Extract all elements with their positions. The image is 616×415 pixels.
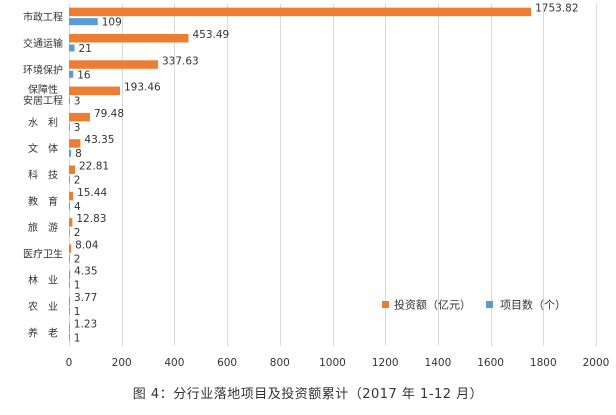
- data-label-project-count: 16: [77, 69, 91, 81]
- x-tick-label: 1800: [530, 357, 557, 369]
- bar-project-count: [69, 254, 70, 262]
- bar-project-count: [69, 228, 70, 236]
- category-label: 保障性: [28, 83, 58, 96]
- data-label-project-count: 1: [74, 332, 81, 344]
- bar-project-count: [69, 97, 70, 105]
- legend-swatch-investment: [382, 301, 389, 308]
- x-tick-label: 600: [217, 357, 237, 369]
- bar-investment: [69, 60, 158, 69]
- bar-project-count: [69, 44, 75, 52]
- bar-project-count: [69, 202, 71, 210]
- category-label: 教 育: [28, 195, 58, 208]
- bar-investment: [69, 218, 73, 227]
- data-label-investment: 193.46: [124, 82, 161, 94]
- bar-investment: [69, 7, 532, 17]
- category-label: 交通运输: [23, 37, 63, 50]
- bar-project-count: [69, 18, 98, 26]
- x-tick-label: 2000: [583, 357, 610, 369]
- bar-investment: [69, 191, 74, 201]
- bar-investment: [69, 86, 120, 96]
- bar-project-count: [69, 123, 70, 131]
- bar-project-count: [69, 307, 70, 315]
- x-tick-label: 1600: [477, 357, 504, 369]
- bar-investment: [69, 323, 70, 332]
- category-label: 科 技: [28, 169, 58, 182]
- bar-project-count: [69, 281, 70, 289]
- x-tick-label: 1200: [372, 357, 399, 369]
- data-label-project-count: 2: [74, 175, 81, 187]
- data-label-investment: 453.49: [192, 29, 229, 41]
- category-label: 农 业: [28, 300, 58, 313]
- data-label-investment: 8.04: [75, 239, 99, 251]
- bar-project-count: [69, 176, 70, 183]
- data-label-investment: 1.23: [74, 318, 97, 330]
- bars: [69, 7, 532, 341]
- data-label-project-count: 8: [75, 148, 82, 160]
- category-label: 水 利: [28, 117, 58, 129]
- x-tick-label: 1000: [319, 357, 346, 369]
- data-label-project-count: 109: [102, 17, 122, 29]
- data-label-project-count: 1: [74, 306, 81, 318]
- category-label: 环境保护: [23, 63, 63, 76]
- data-label-investment: 1753.82: [535, 3, 578, 15]
- data-label-project-count: 4: [74, 201, 81, 213]
- bar-investment: [69, 244, 72, 253]
- legend-label-investment: 投资额（亿元）: [394, 298, 471, 312]
- legend-label-project-count: 项目数（个）: [500, 299, 566, 312]
- data-label-investment: 43.35: [84, 134, 114, 146]
- category-label: 林 业: [28, 274, 58, 287]
- legend-swatch-project-count: [486, 301, 493, 308]
- data-label-project-count: 2: [74, 253, 81, 265]
- data-label-investment: 4.35: [74, 266, 97, 278]
- data-label-project-count: 3: [74, 122, 81, 134]
- bar-investment: [69, 165, 76, 174]
- x-tick-label: 1400: [425, 357, 452, 369]
- data-label-project-count: 2: [74, 227, 81, 239]
- bar-project-count: [69, 70, 74, 78]
- bar-investment: [69, 112, 90, 122]
- data-label-investment: 3.77: [74, 292, 97, 304]
- category-label: 养 老: [28, 326, 58, 339]
- category-label: 旅 游: [28, 221, 58, 234]
- gridlines: [69, 4, 597, 346]
- data-label-investment: 79.48: [94, 108, 124, 120]
- data-label-investment: 15.44: [77, 187, 107, 199]
- bar-investment: [69, 270, 71, 280]
- category-label: 文 体: [28, 142, 58, 155]
- x-tick-label: 0: [66, 357, 73, 369]
- data-label-project-count: 3: [74, 96, 81, 108]
- data-label-project-count: 1: [74, 280, 81, 292]
- data-label-investment: 337.63: [162, 55, 199, 67]
- category-label: 市政工程: [23, 11, 63, 24]
- x-tick-label: 800: [270, 357, 290, 369]
- data-label-project-count: 21: [79, 43, 92, 55]
- bar-project-count: [69, 333, 70, 341]
- data-labels: 1753.82109453.4921337.6316193.46379.4834…: [74, 3, 579, 345]
- legend: 投资额（亿元） 项目数（个）: [382, 298, 566, 312]
- bar-project-count: [69, 149, 72, 157]
- bar-investment: [69, 297, 70, 306]
- category-label: 医疗卫生: [23, 247, 63, 260]
- bar-investment: [69, 139, 81, 148]
- data-label-investment: 12.83: [76, 213, 106, 225]
- chart-caption: 图 4：分行业落地项目及投资额累计（2017 年 1-12 月）: [133, 386, 483, 402]
- x-tick-label: 200: [112, 357, 132, 369]
- x-tick-label: 400: [164, 357, 184, 369]
- category-label: 安居工程: [23, 94, 63, 107]
- data-label-investment: 22.81: [79, 161, 109, 173]
- x-axis-tick-labels: 0 200 400 600 800 1000 1200 1400 1600 1800 2000: [66, 357, 610, 369]
- bar-investment: [69, 33, 189, 43]
